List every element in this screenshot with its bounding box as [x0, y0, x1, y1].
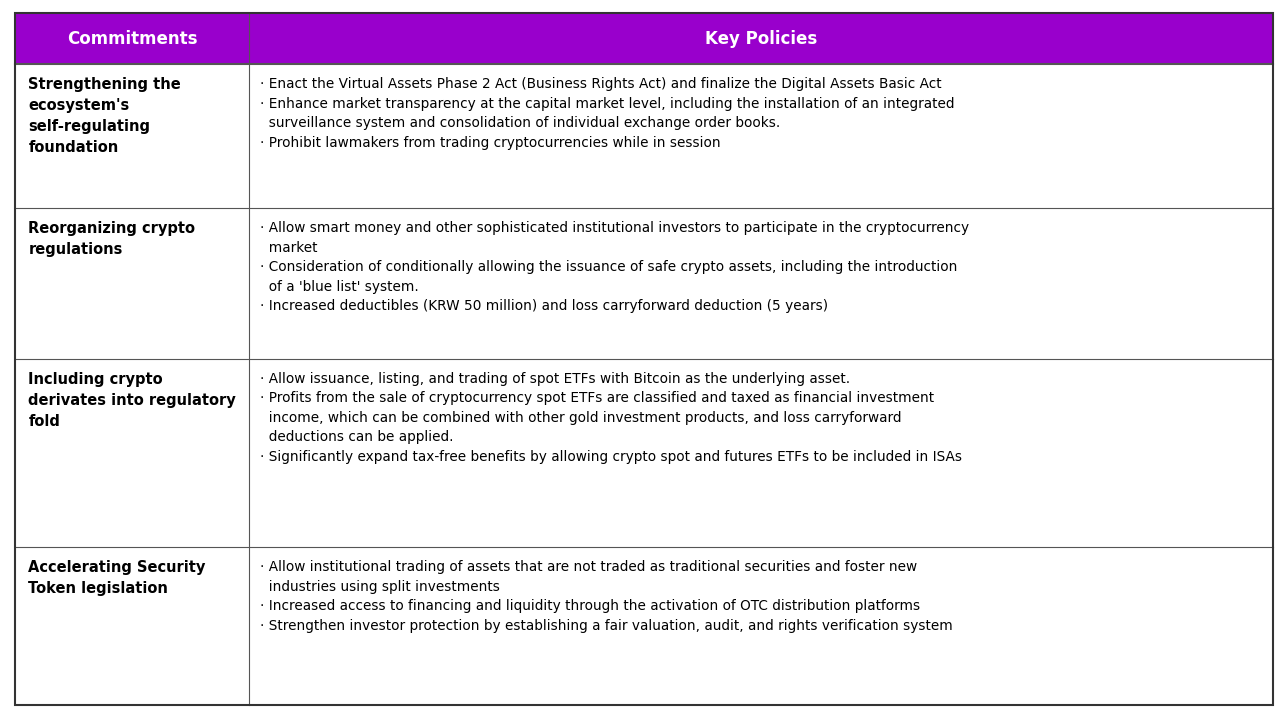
- Bar: [15, 547, 250, 705]
- Text: · Allow issuance, listing, and trading of spot ETFs with Bitcoin as the underlyi: · Allow issuance, listing, and trading o…: [260, 372, 962, 464]
- Bar: [15, 208, 250, 359]
- Bar: [250, 64, 1273, 208]
- Text: Including crypto
derivates into regulatory
fold: Including crypto derivates into regulato…: [28, 372, 236, 429]
- Text: · Enact the Virtual Assets Phase 2 Act (Business Rights Act) and finalize the Di: · Enact the Virtual Assets Phase 2 Act (…: [260, 77, 954, 149]
- Bar: [15, 64, 250, 208]
- Bar: [250, 208, 1273, 359]
- Text: · Allow smart money and other sophisticated institutional investors to participa: · Allow smart money and other sophistica…: [260, 221, 969, 313]
- Text: Key Policies: Key Policies: [705, 29, 817, 47]
- Text: Commitments: Commitments: [67, 29, 197, 47]
- Text: Accelerating Security
Token legislation: Accelerating Security Token legislation: [28, 560, 206, 596]
- Text: · Allow institutional trading of assets that are not traded as traditional secur: · Allow institutional trading of assets …: [260, 560, 952, 633]
- Bar: [15, 359, 250, 547]
- Bar: [250, 359, 1273, 547]
- Bar: [15, 13, 250, 64]
- Text: Reorganizing crypto
regulations: Reorganizing crypto regulations: [28, 221, 196, 257]
- Bar: [250, 547, 1273, 705]
- Text: Strengthening the
ecosystem's
self-regulating
foundation: Strengthening the ecosystem's self-regul…: [28, 77, 182, 155]
- Bar: [250, 13, 1273, 64]
